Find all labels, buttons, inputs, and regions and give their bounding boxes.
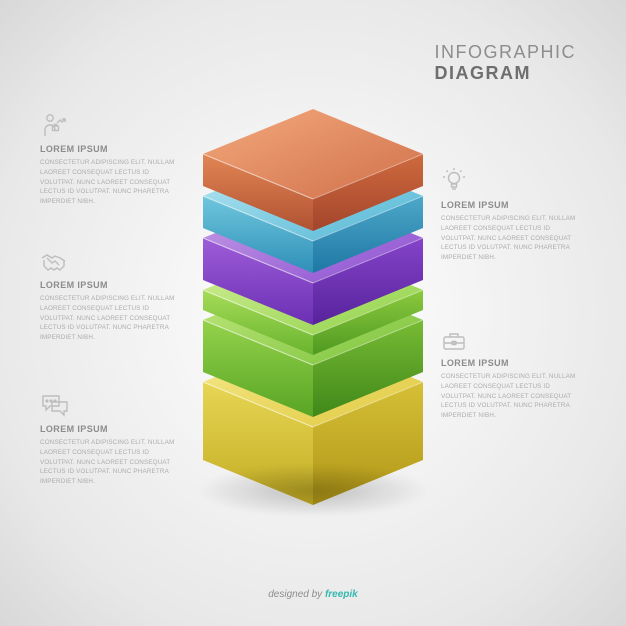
info-body: CONSECTETUR ADIPISCING ELIT. NULLAM LAOR… bbox=[40, 294, 185, 343]
info-body: CONSECTETUR ADIPISCING ELIT. NULLAM LAOR… bbox=[40, 158, 185, 207]
title-line1: INFOGRAPHIC bbox=[434, 42, 576, 63]
briefcase-icon bbox=[441, 330, 586, 352]
page-title: INFOGRAPHIC DIAGRAM bbox=[434, 42, 576, 84]
info-body: CONSECTETUR ADIPISCING ELIT. NULLAM LAOR… bbox=[441, 372, 586, 421]
info-body: CONSECTETUR ADIPISCING ELIT. NULLAM LAOR… bbox=[40, 438, 185, 487]
handshake-icon bbox=[40, 252, 185, 274]
footer-credit: designed by freepik bbox=[0, 589, 626, 600]
info-title: LOREM IPSUM bbox=[40, 144, 185, 154]
info-body: CONSECTETUR ADIPISCING ELIT. NULLAM LAOR… bbox=[441, 214, 586, 263]
floor-reflection bbox=[193, 463, 433, 518]
info-item-handshake: LOREM IPSUM CONSECTETUR ADIPISCING ELIT.… bbox=[40, 252, 185, 343]
info-item-businessman: LOREM IPSUM CONSECTETUR ADIPISCING ELIT.… bbox=[40, 112, 185, 207]
title-line2: DIAGRAM bbox=[434, 63, 576, 84]
info-title: LOREM IPSUM bbox=[40, 424, 185, 434]
info-item-bulb: LOREM IPSUM CONSECTETUR ADIPISCING ELIT.… bbox=[441, 166, 586, 263]
businessman-icon bbox=[40, 112, 185, 138]
lightbulb-icon bbox=[441, 166, 586, 194]
info-item-briefcase: LOREM IPSUM CONSECTETUR ADIPISCING ELIT.… bbox=[441, 330, 586, 421]
footer-brand: freepik bbox=[325, 589, 358, 600]
block-stack-svg bbox=[183, 70, 443, 490]
info-title: LOREM IPSUM bbox=[40, 280, 185, 290]
info-item-chat: LOREM IPSUM CONSECTETUR ADIPISCING ELIT.… bbox=[40, 392, 185, 487]
footer-prefix: designed by bbox=[268, 589, 325, 600]
block-stack bbox=[183, 70, 443, 490]
info-title: LOREM IPSUM bbox=[441, 200, 586, 210]
info-title: LOREM IPSUM bbox=[441, 358, 586, 368]
chat-icon bbox=[40, 392, 185, 418]
